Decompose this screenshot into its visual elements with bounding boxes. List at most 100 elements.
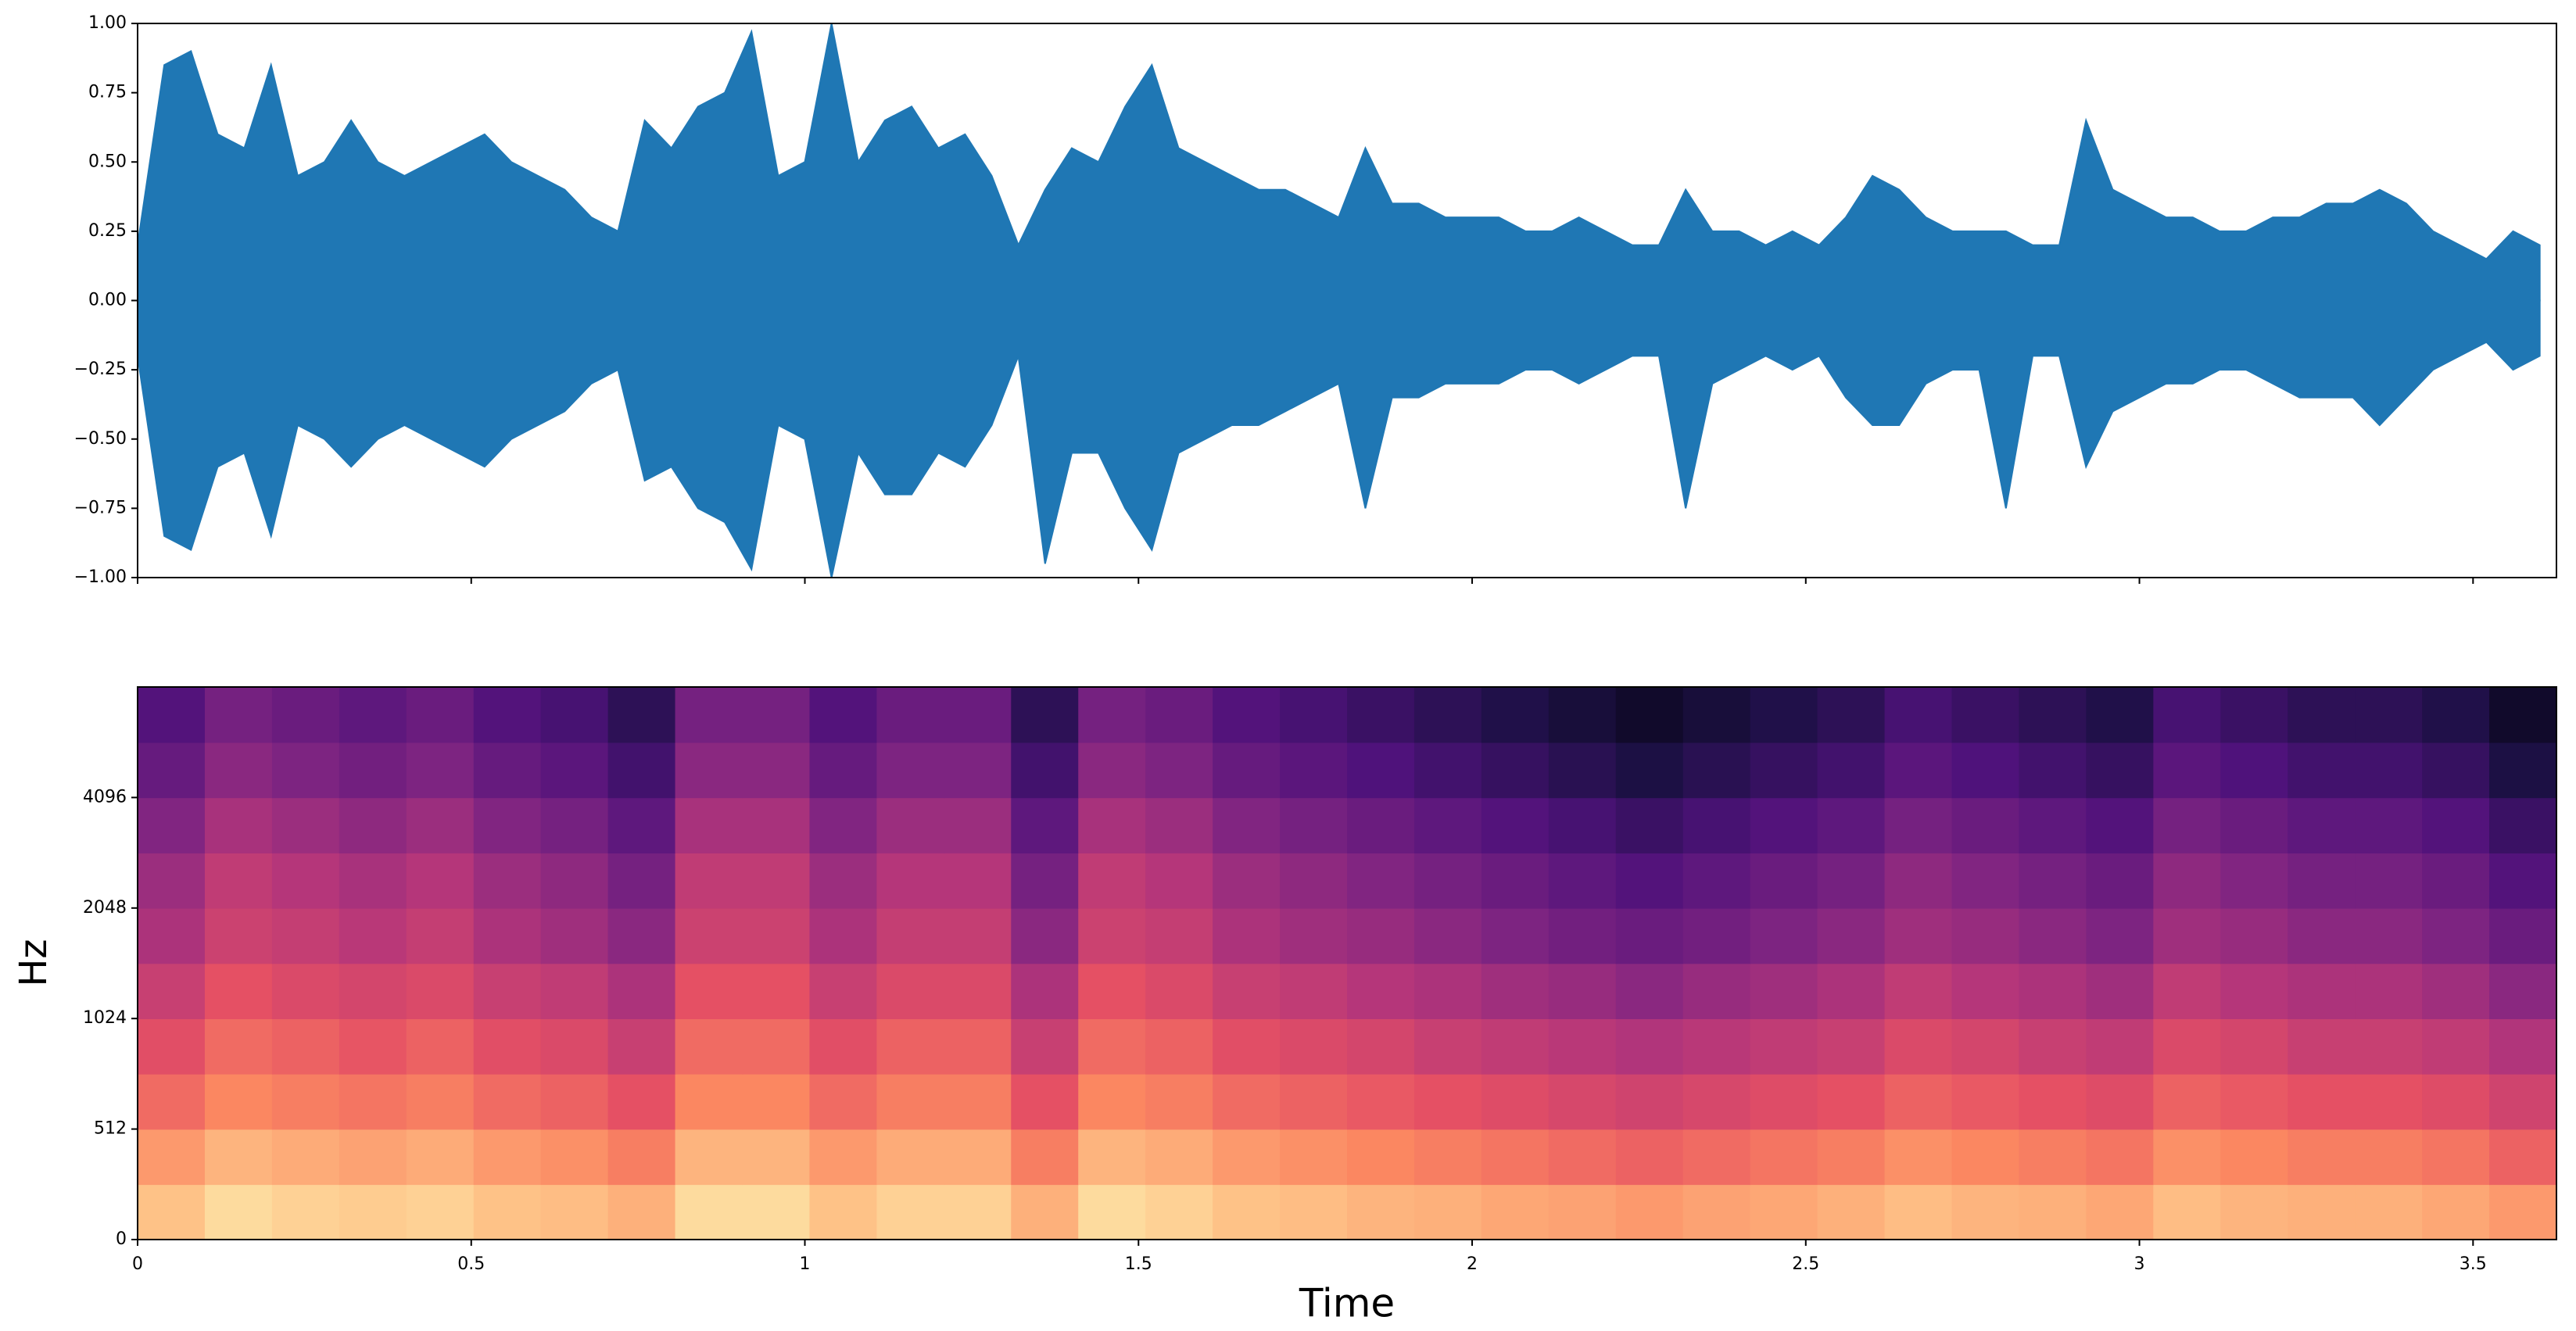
heatmap-cell [1213, 1018, 1281, 1075]
heatmap-cell [1213, 687, 1281, 743]
heatmap-cell [540, 963, 609, 1019]
heatmap-cell [473, 1073, 542, 1130]
heatmap-cell [1280, 687, 1348, 743]
heatmap-cell [2355, 907, 2423, 964]
heatmap-cell [2019, 742, 2087, 799]
heatmap-cell [339, 797, 407, 853]
heatmap-cell [540, 1073, 609, 1130]
heatmap-cell [2086, 1018, 2155, 1075]
heatmap-cell [1548, 907, 1617, 964]
heatmap-cell [540, 1184, 609, 1240]
heatmap-cell [138, 1129, 206, 1186]
heatmap-cell [1951, 1129, 2020, 1186]
heatmap-cell [1280, 797, 1348, 853]
x-tick-label: 0 [132, 1254, 143, 1274]
heatmap-cell [2288, 687, 2356, 743]
heatmap-cell [2422, 907, 2490, 964]
heatmap-cell [944, 742, 1012, 799]
heatmap-cell [1884, 1184, 1953, 1240]
heatmap-cell [1280, 742, 1348, 799]
heatmap-cell [1750, 1073, 1818, 1130]
heatmap-cell [2355, 742, 2423, 799]
heatmap-cell [1280, 1018, 1348, 1075]
heatmap-cell [2019, 853, 2087, 909]
heatmap-cell [2422, 1184, 2490, 1240]
axes-frame [137, 686, 2557, 1240]
heatmap-cell [1884, 742, 1953, 799]
heatmap-cell [2153, 1184, 2222, 1240]
heatmap-cell [809, 907, 878, 964]
heatmap-cell [2220, 907, 2289, 964]
heatmap-cell [1145, 1129, 1213, 1186]
heatmap-cell [1481, 1184, 1550, 1240]
heatmap-cell [2019, 1129, 2087, 1186]
heatmap-cell [1615, 687, 1684, 743]
heatmap-cell [540, 907, 609, 964]
heatmap-cell [138, 907, 206, 964]
heatmap-cell [944, 1129, 1012, 1186]
heatmap-cell [2288, 742, 2356, 799]
heatmap-cell [2355, 1018, 2423, 1075]
heatmap-cell [1951, 963, 2020, 1019]
heatmap-cell [1145, 963, 1213, 1019]
heatmap-cell [1011, 963, 1080, 1019]
heatmap-cell [944, 907, 1012, 964]
heatmap-cell [2355, 687, 2423, 743]
heatmap-cell [2489, 1018, 2557, 1075]
heatmap-cell [944, 797, 1012, 853]
heatmap-cell [1078, 853, 1146, 909]
heatmap-cell [1682, 742, 1751, 799]
heatmap-cell [876, 687, 945, 743]
heatmap-cell [1213, 797, 1281, 853]
heatmap-cell [1011, 742, 1080, 799]
heatmap-cell [1078, 742, 1146, 799]
heatmap-cell [742, 1129, 811, 1186]
heatmap-cell [1817, 907, 1886, 964]
heatmap-cell [1951, 907, 2020, 964]
heatmap-cell [138, 742, 206, 799]
heatmap-cell [1481, 1073, 1550, 1130]
heatmap-cell [2489, 742, 2557, 799]
heatmap-cell [138, 1018, 206, 1075]
heatmap-cell [1011, 797, 1080, 853]
heatmap-cell [1548, 963, 1617, 1019]
heatmap-cell [138, 853, 206, 909]
heatmap-cell [2153, 853, 2222, 909]
heatmap-cell [2288, 853, 2356, 909]
heatmap-cell [742, 687, 811, 743]
heatmap-cell [339, 853, 407, 909]
heatmap-cell [540, 853, 609, 909]
heatmap-cell [876, 1184, 945, 1240]
heatmap-cell [2220, 1073, 2289, 1130]
heatmap-cell [540, 797, 609, 853]
heatmap-cell [473, 1184, 542, 1240]
heatmap-cell [1413, 1073, 1482, 1130]
heatmap-cell [1213, 1129, 1281, 1186]
heatmap-cell [742, 797, 811, 853]
heatmap-cell [1347, 1073, 1415, 1130]
heatmap-cell [2153, 1129, 2222, 1186]
heatmap-cell [675, 1129, 743, 1186]
heatmap-cell [1011, 687, 1080, 743]
heatmap-cell [473, 853, 542, 909]
heatmap-cell [1615, 963, 1684, 1019]
heatmap-cell [2489, 687, 2557, 743]
y-tick-label: 0.75 [88, 83, 127, 102]
heatmap-cell [204, 1073, 273, 1130]
heatmap-cell [675, 742, 743, 799]
x-tick-label: 1.5 [1125, 1254, 1152, 1274]
heatmap-cell [675, 687, 743, 743]
heatmap-cell [1481, 907, 1550, 964]
heatmap-cell [1548, 1184, 1617, 1240]
heatmap-cell [809, 1073, 878, 1130]
heatmap-cell [2153, 797, 2222, 853]
heatmap-cell [406, 1073, 475, 1130]
heatmap-cell [406, 797, 475, 853]
heatmap-cell [876, 1073, 945, 1130]
heatmap-cell [1817, 687, 1886, 743]
heatmap-cell [1884, 797, 1953, 853]
heatmap-cell [1884, 1073, 1953, 1130]
heatmap-cell [2086, 907, 2155, 964]
heatmap-cell [1413, 907, 1482, 964]
heatmap-cell [1884, 1129, 1953, 1186]
